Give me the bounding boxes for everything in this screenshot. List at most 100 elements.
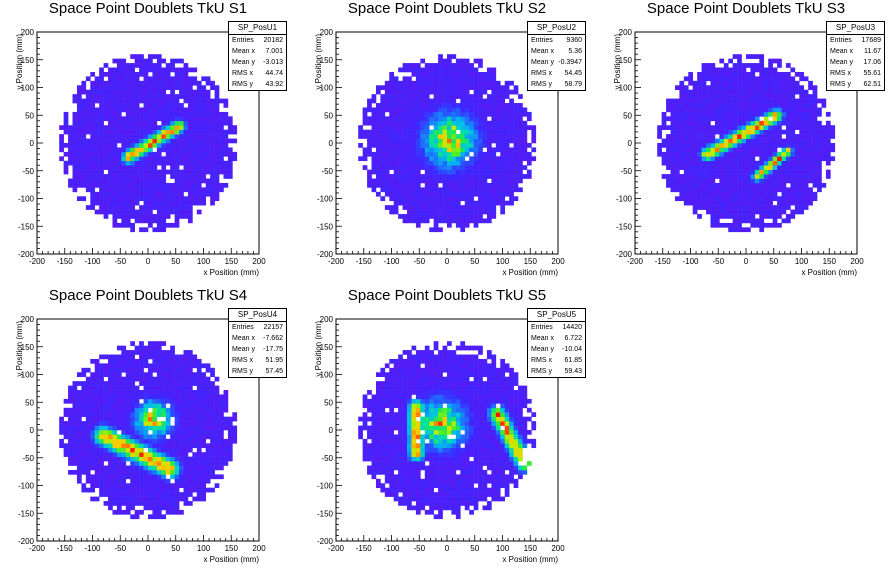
heatmap-cell (94, 412, 100, 417)
heatmap-cell (130, 434, 135, 440)
heatmap-cell (460, 71, 466, 77)
heatmap-cell (161, 182, 167, 188)
heatmap-cell (170, 151, 175, 157)
heatmap-cell (482, 76, 488, 82)
heatmap-cell (415, 156, 421, 162)
heatmap-cell (170, 200, 175, 206)
heatmap-cell (63, 125, 69, 130)
heatmap-cell (94, 147, 100, 153)
heatmap-cell (473, 85, 479, 91)
heatmap-cell (750, 151, 756, 157)
heatmap-cell (697, 174, 702, 179)
heatmap-cell (90, 487, 96, 493)
heatmap-cell (223, 456, 229, 462)
heatmap-cell (375, 103, 381, 108)
heatmap-cell (679, 196, 685, 202)
heatmap-cell (464, 120, 470, 126)
heatmap-cell (393, 187, 399, 193)
heatmap-cell (192, 120, 198, 126)
stats-label: RMS y (830, 81, 851, 88)
heatmap-cell (719, 156, 725, 162)
heatmap-cell (447, 218, 452, 224)
heatmap-cell (187, 438, 193, 444)
heatmap-cell (723, 160, 729, 166)
heatmap-cell (148, 452, 153, 457)
heatmap-cell (763, 67, 769, 73)
heatmap-cell (90, 156, 96, 162)
heatmap-cell (661, 138, 667, 144)
heatmap-cell (469, 76, 474, 82)
heatmap-cell (192, 438, 198, 444)
heatmap-cell (174, 134, 180, 139)
heatmap-cell (112, 218, 118, 224)
heatmap-cell (156, 200, 162, 206)
heatmap-cell (125, 496, 131, 502)
heatmap-cell (402, 89, 408, 95)
heatmap-cell (817, 178, 822, 184)
heatmap-cell (112, 394, 118, 400)
heatmap-cell (192, 111, 198, 117)
heatmap-cell (192, 196, 198, 202)
heatmap-cell (161, 80, 167, 86)
heatmap-cell (697, 89, 702, 95)
heatmap-cell (407, 156, 412, 162)
heatmap-cell (719, 107, 725, 113)
heatmap-cell (205, 376, 211, 382)
heatmap-cell (491, 191, 497, 197)
heatmap-cell (205, 98, 211, 104)
heatmap-cell (108, 89, 113, 95)
heatmap-cell (134, 345, 140, 351)
stats-label: RMS y (232, 81, 253, 88)
heatmap-cell (165, 394, 171, 400)
heatmap-cell (429, 71, 434, 77)
heatmap-cell (99, 376, 104, 382)
heatmap-cell (170, 120, 175, 126)
heatmap-cell (103, 182, 109, 188)
heatmap-cell (469, 169, 474, 175)
heatmap-cell (81, 169, 87, 175)
heatmap-cell (121, 165, 127, 170)
heatmap-cell (90, 403, 96, 409)
heatmap-cell (121, 478, 127, 484)
heatmap-cell (152, 376, 158, 382)
heatmap-cell (183, 187, 189, 193)
heatmap-cell (139, 461, 144, 466)
heatmap-cell (139, 350, 144, 355)
heatmap-cell (148, 354, 153, 360)
heatmap-cell (99, 478, 104, 484)
heatmap-cell (790, 160, 796, 166)
heatmap-cell (68, 160, 73, 166)
heatmap-cell (134, 358, 140, 364)
heatmap-cell (196, 447, 202, 453)
heatmap-cell (130, 147, 135, 153)
heatmap-cell (205, 367, 211, 373)
stats-value: 54.45 (564, 70, 582, 77)
heatmap-cell (152, 76, 158, 82)
heatmap-cell (103, 403, 109, 409)
heatmap-cell (201, 169, 207, 175)
heatmap-cell (165, 416, 171, 422)
heatmap-cell (63, 443, 69, 449)
heatmap-cell (196, 85, 202, 91)
heatmap-cell (732, 182, 738, 188)
heatmap-cell (455, 138, 461, 144)
heatmap-cell (187, 143, 193, 148)
heatmap-cell (794, 178, 800, 184)
heatmap-cell (674, 138, 680, 144)
heatmap-cell (99, 474, 104, 480)
heatmap-cell (103, 483, 109, 489)
heatmap-cell (108, 174, 113, 179)
heatmap-cell (116, 165, 122, 170)
heatmap-cell (227, 120, 233, 126)
heatmap-cell (438, 111, 443, 117)
heatmap-cell (205, 390, 211, 395)
heatmap-cell (103, 385, 109, 391)
heatmap-cell (143, 465, 149, 471)
heatmap-cell (196, 398, 202, 404)
heatmap-cell (148, 381, 153, 386)
heatmap-cell (152, 160, 158, 166)
heatmap-cell (389, 147, 395, 153)
heatmap-cell (768, 143, 773, 148)
heatmap-cell (433, 85, 439, 91)
heatmap-cell (772, 58, 778, 64)
